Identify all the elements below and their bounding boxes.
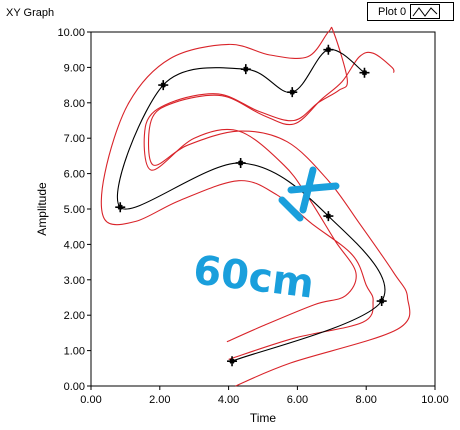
y-tick-label: 9.00 xyxy=(64,62,85,74)
y-axis-title: Amplitude xyxy=(35,182,49,236)
x-tick-label: 4.00 xyxy=(218,394,239,406)
y-tick-label: 10.00 xyxy=(57,27,85,39)
data-point-marker xyxy=(115,202,126,213)
data-point-marker xyxy=(240,64,251,75)
x-axis-title: Time xyxy=(250,411,277,425)
data-point-marker xyxy=(235,157,246,168)
x-tick-label: 2.00 xyxy=(149,394,170,406)
x-tick-label: 10.00 xyxy=(421,394,449,406)
line-style-icon[interactable] xyxy=(410,4,441,19)
data-point-marker xyxy=(158,80,169,91)
y-tick-label: 0.00 xyxy=(64,381,85,393)
y-tick-label: 7.00 xyxy=(64,133,85,145)
x-tick-label: 6.00 xyxy=(287,394,308,406)
scribble-stem xyxy=(299,166,317,214)
plot-0-points xyxy=(115,44,387,367)
x-axis: 0.00 2.00 4.00 6.00 8.00 10.00 xyxy=(80,386,449,406)
y-tick-label: 8.00 xyxy=(64,98,85,110)
data-point-marker xyxy=(287,87,298,98)
y-tick-label: 2.00 xyxy=(64,310,85,322)
outer-boundary-curve xyxy=(100,26,374,360)
y-tick-label: 5.00 xyxy=(64,204,85,216)
data-point-marker xyxy=(227,356,238,367)
x-tick-label: 0.00 xyxy=(80,394,101,406)
inner-boundary-curve xyxy=(147,51,411,387)
y-tick-label: 4.00 xyxy=(64,239,85,251)
graph-title: XY Graph xyxy=(6,7,55,19)
y-axis: 0.00 1.00 2.00 3.00 4.00 5.00 6.00 7.00 8.00 9.00… xyxy=(57,27,91,393)
annotation-scribble xyxy=(278,166,340,222)
x-tick-label: 8.00 xyxy=(355,394,376,406)
scribble-top-bar xyxy=(287,182,340,194)
line-style-glyph xyxy=(412,7,438,17)
data-point-marker xyxy=(376,296,387,307)
data-point-marker xyxy=(323,44,334,55)
y-tick-label: 1.00 xyxy=(64,346,85,358)
scribble-bottom-bar xyxy=(278,196,304,222)
data-point-marker xyxy=(359,67,370,78)
legend-label: Plot 0 xyxy=(378,5,407,18)
data-point-marker xyxy=(323,211,334,222)
y-tick-label: 6.00 xyxy=(64,169,85,181)
plot-area[interactable] xyxy=(90,31,436,387)
y-tick-label: 3.00 xyxy=(64,275,85,287)
plot-legend[interactable]: Plot 0 xyxy=(367,2,454,21)
